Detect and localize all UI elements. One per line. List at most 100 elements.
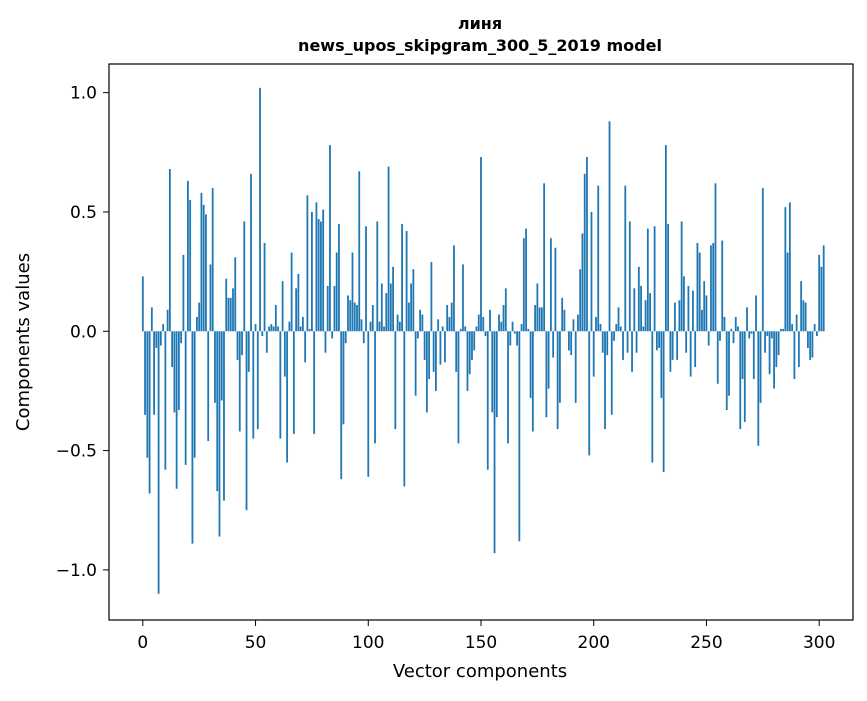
bar-210 [615, 324, 617, 331]
bar-93 [352, 253, 354, 332]
bar-229 [658, 331, 660, 348]
bar-232 [665, 145, 667, 331]
bar-279 [771, 331, 773, 338]
bar-241 [685, 331, 687, 352]
bar-2 [146, 331, 148, 457]
bar-8 [160, 331, 162, 345]
bar-35 [221, 331, 223, 400]
bar-192 [575, 331, 577, 403]
bar-262 [733, 331, 735, 343]
bar-193 [577, 315, 579, 332]
bar-65 [288, 322, 290, 332]
bar-140 [458, 331, 460, 443]
bar-144 [467, 331, 469, 391]
bar-54 [264, 243, 266, 331]
bar-60 [277, 326, 279, 331]
bar-277 [766, 331, 768, 336]
bar-42 [237, 331, 239, 360]
bar-254 [715, 183, 717, 331]
y-tick-label-1: −0.5 [56, 442, 97, 462]
bar-43 [239, 331, 241, 431]
bar-208 [611, 331, 613, 415]
bar-182 [552, 331, 554, 357]
bar-300 [818, 255, 820, 331]
bar-66 [291, 253, 293, 332]
bar-19 [185, 331, 187, 465]
bar-155 [491, 331, 493, 412]
bar-268 [746, 307, 748, 331]
bar-185 [559, 331, 561, 403]
bar-296 [809, 331, 811, 360]
bar-207 [609, 121, 611, 331]
bar-53 [261, 331, 263, 336]
bar-33 [216, 331, 218, 491]
bar-142 [462, 264, 464, 331]
bar-246 [697, 243, 699, 331]
bar-181 [550, 238, 552, 331]
bar-79 [320, 221, 322, 331]
bar-227 [654, 226, 656, 331]
bar-212 [620, 326, 622, 331]
bar-86 [336, 253, 338, 332]
bar-281 [775, 331, 777, 367]
bar-290 [796, 315, 798, 332]
bar-90 [345, 331, 347, 343]
y-tick-label-2: 0.0 [70, 322, 97, 342]
bar-14 [173, 331, 175, 412]
bar-283 [780, 329, 782, 331]
bar-73 [307, 195, 309, 331]
bar-29 [207, 331, 209, 441]
bar-52 [259, 88, 261, 331]
bar-184 [557, 331, 559, 429]
bar-218 [633, 288, 635, 331]
bar-149 [478, 315, 480, 332]
bar-94 [354, 303, 356, 332]
bar-278 [769, 331, 771, 374]
bar-84 [331, 331, 333, 338]
bar-248 [701, 310, 703, 331]
bar-183 [555, 248, 557, 332]
bar-171 [527, 329, 529, 331]
bar-32 [214, 331, 216, 403]
bar-74 [309, 329, 311, 331]
bar-292 [800, 281, 802, 331]
bar-273 [757, 331, 759, 446]
bar-25 [198, 303, 200, 332]
bar-3 [149, 331, 151, 493]
bar-17 [180, 331, 182, 343]
bar-230 [660, 331, 662, 398]
bar-258 [724, 317, 726, 331]
bar-251 [708, 331, 710, 345]
bar-250 [706, 295, 708, 331]
bar-172 [530, 331, 532, 398]
chart-title-line2: news_upos_skipgram_300_5_2019 model [298, 36, 662, 55]
bar-23 [194, 331, 196, 457]
bar-21 [189, 200, 191, 331]
bar-223 [645, 300, 647, 331]
bar-61 [279, 331, 281, 438]
bar-78 [318, 219, 320, 331]
bar-87 [338, 224, 340, 331]
bar-288 [791, 324, 793, 331]
bar-124 [421, 315, 423, 332]
bar-133 [442, 326, 444, 331]
x-tick-label-300: 300 [803, 633, 835, 653]
bar-239 [681, 221, 683, 331]
bar-122 [417, 331, 419, 338]
bar-1 [144, 331, 146, 415]
bar-215 [627, 331, 629, 352]
bar-95 [356, 305, 358, 331]
bar-173 [532, 331, 534, 431]
bar-157 [496, 331, 498, 417]
bar-13 [171, 331, 173, 367]
bar-195 [582, 233, 584, 331]
bar-164 [512, 322, 514, 332]
x-tick-label-200: 200 [578, 633, 610, 653]
bar-194 [579, 269, 581, 331]
bar-143 [464, 326, 466, 331]
bar-77 [316, 202, 318, 331]
bar-209 [613, 331, 615, 341]
bar-75 [311, 212, 313, 331]
